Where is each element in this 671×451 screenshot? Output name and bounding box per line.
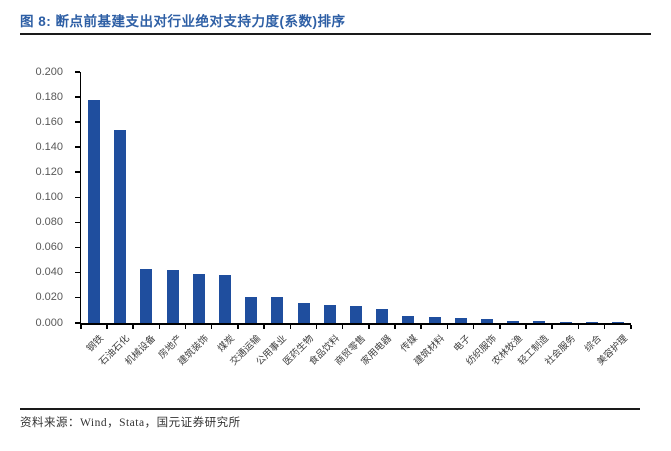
y-axis-tick-label: 0.060	[35, 241, 63, 254]
y-axis-tickmark	[75, 146, 80, 148]
bar	[323, 305, 336, 323]
bar	[376, 309, 389, 323]
source-note: 资料来源：Wind，Stata，国元证券研究所	[20, 417, 241, 429]
x-axis-tickmark	[263, 325, 265, 329]
bar	[271, 297, 284, 323]
y-axis-tick-label: 0.020	[35, 291, 63, 304]
bar	[611, 322, 624, 323]
x-axis-tickmark	[132, 325, 134, 329]
title-divider	[20, 33, 651, 35]
bar	[140, 269, 153, 323]
x-axis-tickmark	[315, 325, 318, 329]
footer-divider	[20, 408, 640, 410]
x-axis-tickmark	[184, 325, 187, 329]
y-axis-tick-label: 0.200	[35, 65, 63, 78]
x-axis-tickmark	[80, 325, 82, 329]
x-axis-tickmark	[499, 325, 501, 329]
x-axis-tickmark	[368, 325, 370, 329]
x-axis-tickmark	[341, 325, 344, 329]
y-axis-tickmark	[75, 121, 80, 123]
x-axis-tickmark	[630, 325, 632, 329]
x-axis-tickmark	[210, 325, 213, 329]
bar	[402, 316, 415, 323]
bar-chart	[80, 72, 631, 325]
y-axis-tickmark	[75, 322, 80, 324]
x-axis-tickmark	[446, 325, 449, 329]
bar	[245, 297, 258, 323]
x-axis-tickmark	[551, 325, 553, 329]
bar	[297, 303, 310, 323]
y-axis-tick-label: 0.080	[35, 216, 63, 229]
y-axis-tick-label: 0.040	[35, 266, 63, 279]
y-axis-tickmark	[75, 221, 80, 224]
y-axis-tickmark	[75, 296, 80, 299]
bar	[480, 319, 493, 323]
y-axis-tickmark	[75, 71, 80, 73]
bar	[585, 322, 598, 323]
y-axis-tickmark	[75, 196, 80, 198]
figure-title: 图 8: 断点前基建支出对行业绝对支持力度(系数)排序	[20, 14, 346, 29]
y-axis-tickmark	[75, 96, 80, 98]
x-axis-tickmark	[577, 325, 580, 329]
bar	[166, 270, 179, 323]
x-axis-tickmark	[394, 325, 396, 329]
y-axis-tick-label: 0.120	[35, 165, 63, 178]
y-axis-tickmark	[75, 171, 80, 173]
y-axis-tick-label: 0.160	[35, 115, 63, 128]
x-axis-tickmark	[158, 325, 161, 329]
bar	[559, 322, 572, 323]
x-axis-tickmark	[525, 325, 527, 329]
x-axis-tickmark	[472, 325, 475, 329]
bar	[88, 100, 101, 323]
bar	[192, 274, 205, 323]
y-axis-tickmark	[75, 271, 80, 274]
x-axis-tickmark	[603, 325, 606, 329]
y-axis-tick-label: 0.000	[35, 316, 63, 329]
x-axis-tickmark	[106, 325, 108, 329]
bar	[507, 321, 520, 323]
bar	[454, 318, 467, 323]
bar	[114, 130, 127, 323]
x-axis-tickmark	[289, 325, 292, 329]
x-axis-tickmark	[237, 325, 239, 329]
x-axis-tickmark	[420, 325, 422, 329]
bar	[350, 306, 362, 323]
bar	[533, 321, 546, 323]
bar	[428, 317, 441, 323]
y-axis-tickmark	[75, 246, 80, 249]
y-axis-tick-label: 0.100	[35, 191, 63, 203]
bar	[219, 275, 232, 323]
y-axis-tick-label: 0.180	[35, 90, 63, 103]
y-axis-tick-label: 0.140	[35, 140, 63, 153]
